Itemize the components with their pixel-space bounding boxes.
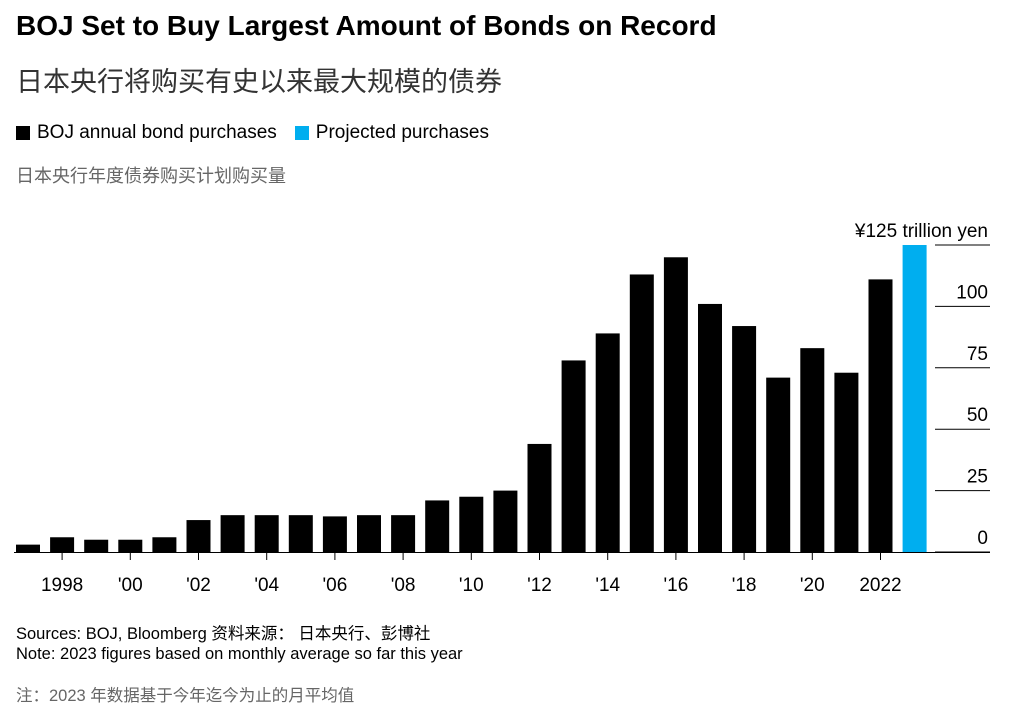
- bar-annual-2017: [698, 303, 722, 552]
- x-tick-label-2006: '06: [323, 575, 348, 596]
- note-text: Note: 2023 figures based on monthly aver…: [16, 645, 463, 663]
- y-tick-label-1: 25: [967, 467, 988, 488]
- bar-annual-2020: [800, 348, 825, 552]
- legend-item-annual: BOJ annual bond purchases: [16, 122, 277, 144]
- x-tick-label-2012: '12: [527, 575, 552, 596]
- y-tick-label-2: 50: [967, 405, 988, 426]
- bar-annual-2009: [425, 500, 450, 552]
- bar-annual-2014: [595, 333, 620, 552]
- bar-annual-2015: [629, 274, 654, 552]
- bar-annual-2010: [459, 496, 484, 552]
- x-tick-label-2018: '18: [732, 575, 757, 596]
- bar-annual-1997: [16, 544, 40, 552]
- x-tick-label-1998: 1998: [41, 575, 83, 596]
- y-tick-label-4: 100: [956, 282, 988, 303]
- bar-annual-2004: [254, 515, 279, 552]
- bar-annual-2006: [322, 516, 347, 552]
- bar-annual-2000: [118, 539, 143, 552]
- chart-subtitle: 日本央行将购买有史以来最大规模的债券: [16, 67, 502, 97]
- bar-annual-2008: [391, 515, 416, 552]
- bar-annual-1998: [50, 537, 75, 552]
- legend: BOJ annual bond purchases Projected purc…: [16, 122, 507, 144]
- bar-annual-2007: [357, 515, 381, 552]
- x-tick-label-2016: '16: [664, 575, 689, 596]
- legend-sub-label: 日本央行年度债券购买计划购买量: [16, 166, 286, 186]
- bar-annual-1999: [84, 539, 109, 552]
- note-cn-text: 注：2023 年数据基于今年迄今为止的月平均值: [16, 687, 355, 705]
- y-tick-label-0: 0: [977, 528, 988, 549]
- chart-title: BOJ Set to Buy Largest Amount of Bonds o…: [16, 10, 717, 41]
- x-tick-label-2008: '08: [391, 575, 416, 596]
- bar-annual-2003: [220, 515, 245, 552]
- bar-annual-2002: [186, 520, 211, 552]
- bar-annual-2012: [527, 443, 552, 552]
- bar-annual-2021: [834, 372, 859, 552]
- legend-item-projected: Projected purchases: [294, 122, 489, 144]
- x-tick-label-2002: '02: [186, 575, 211, 596]
- bar-annual-2013: [561, 360, 586, 552]
- bar-annual-2001: [152, 537, 177, 552]
- bar-annual-2018: [732, 326, 757, 552]
- legend-swatch-projected: [294, 126, 309, 140]
- sources-text: Sources: BOJ, Bloomberg 资料来源： 日本央行、彭博社: [16, 625, 431, 643]
- x-tick-label-2010: '10: [459, 575, 484, 596]
- y-tick-label-5: ¥125 trillion yen: [854, 221, 988, 242]
- bar-annual-2019: [766, 377, 791, 552]
- x-tick-label-2004: '04: [254, 575, 279, 596]
- y-tick-label-3: 75: [967, 344, 988, 365]
- x-tick-label-2014: '14: [595, 575, 620, 596]
- legend-label-annual: BOJ annual bond purchases: [37, 122, 277, 143]
- bar-annual-2016: [663, 257, 688, 552]
- bar-annual-2011: [493, 490, 518, 552]
- legend-swatch-annual: [16, 126, 30, 140]
- legend-label-projected: Projected purchases: [315, 122, 489, 143]
- x-tick-label-2000: '00: [118, 575, 143, 596]
- bar-chart: 0 25 50 75 100 ¥125 trillion yen 1998 '00 '02 '04…: [14, 221, 990, 596]
- x-tick-label-2020: '20: [800, 575, 825, 596]
- x-tick-label-2022: 2022: [859, 575, 901, 596]
- bar-projected-2023: [902, 245, 927, 552]
- bar-annual-2005: [288, 515, 313, 552]
- bar-annual-2022: [868, 279, 893, 552]
